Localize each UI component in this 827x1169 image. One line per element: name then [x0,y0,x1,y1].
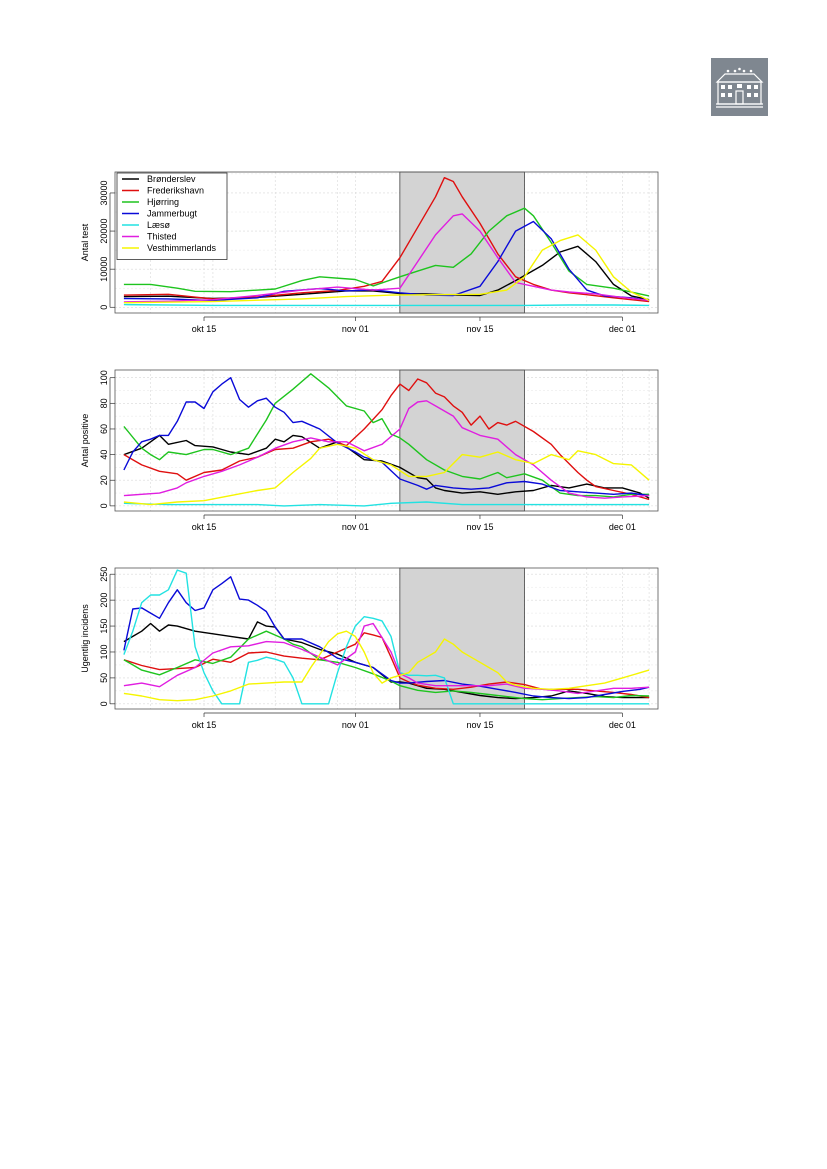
x-tick-label: okt 15 [192,324,217,334]
legend-label: Hjørring [147,197,179,207]
y-tick-label: 20000 [99,219,109,244]
y-tick-label: 250 [99,567,109,582]
legend-label: Brønderslev [147,174,196,184]
y-tick-label: 10000 [99,257,109,282]
x-tick-label: okt 15 [192,522,217,532]
y-tick-label: 0 [99,503,109,508]
x-tick-label: nov 01 [342,522,369,532]
series-line-læsø [123,569,650,705]
plot-frame [114,171,659,314]
series-line-brønderslev [123,621,650,700]
y-tick-label: 200 [99,593,109,608]
series-line-jammerbugt [123,377,650,497]
y-tick-label: 100 [99,644,109,659]
series-line-hjørring [123,630,650,701]
y-tick-label: 0 [99,305,109,310]
series-line-vesthimmerlands [123,234,650,304]
x-tick-label: nov 15 [466,522,493,532]
y-tick-label: 40 [99,450,109,460]
legend-label: Vesthimmerlands [147,243,217,253]
legend-label: Thisted [147,232,177,242]
y-tick-label: 0 [99,701,109,706]
series-line-hjørring [123,207,650,297]
x-tick-label: dec 01 [609,522,636,532]
series-line-vesthimmerlands [123,630,650,702]
x-tick-label: nov 15 [466,720,493,730]
y-tick-label: 150 [99,619,109,634]
plot-frame [114,567,659,710]
legend-box [116,172,228,260]
x-tick-label: nov 01 [342,324,369,334]
building-logo-icon [711,58,768,116]
y-tick-label: 80 [99,398,109,408]
x-tick-label: nov 15 [466,324,493,334]
chart-panel-3: 0 50 100 150 200 250 okt 15 nov 01 nov 15 dec 01 U… [80,567,659,730]
series-line-thisted [123,213,650,303]
series-line-læsø [123,303,650,307]
x-tick-label: dec 01 [609,720,636,730]
series-line-thisted [123,400,650,499]
y-tick-label: 60 [99,424,109,434]
series-line-jammerbugt [123,220,650,302]
y-axis-label: Ugentlig incidens [80,604,90,673]
chart-panel-2: 0 20 40 60 80 100 okt 15 nov 01 nov 15 dec 01 Anta… [80,369,659,532]
x-tick-label: okt 15 [192,720,217,730]
series-line-jammerbugt [123,576,650,700]
y-tick-label: 100 [99,370,109,385]
series-line-hjørring [123,373,650,498]
y-axis-label: Antal test [80,223,90,261]
y-axis-label: Antal positive [80,414,90,468]
y-tick-label: 20 [99,475,109,485]
y-tick-label: 30000 [99,180,109,205]
plot-frame [114,369,659,512]
y-tick-label: 50 [99,673,109,683]
series-line-vesthimmerlands [123,443,650,506]
legend-label: Jammerbugt [147,209,198,219]
series-line-læsø [123,501,650,507]
x-tick-label: dec 01 [609,324,636,334]
shaded-period [399,369,525,512]
legend-label: Frederikshavn [147,186,204,196]
chart-panel-1: 0 10000 20000 30000 okt 15 nov 01 nov 15 dec 01… [80,171,659,334]
series-line-frederikshavn [123,378,650,501]
x-tick-label: nov 01 [342,720,369,730]
legend-label: Læsø [147,220,171,230]
series-line-thisted [123,622,650,695]
